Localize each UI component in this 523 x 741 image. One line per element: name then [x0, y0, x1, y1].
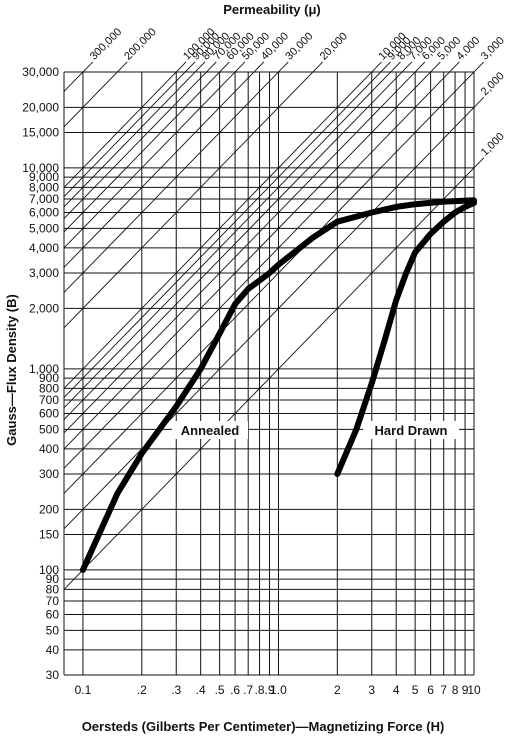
permeability-lines: [63, 61, 485, 590]
y-tick-label: 80: [46, 582, 60, 596]
x-tick-label: .3: [171, 683, 181, 697]
y-tick-label: 1,000: [29, 362, 59, 376]
x-tick-label: .8: [255, 683, 265, 697]
x-tick-label: 0.1: [75, 683, 92, 697]
y-tick-label: 3,000: [29, 266, 59, 280]
data-series: [79, 197, 477, 573]
y-gridlines: [64, 71, 474, 676]
y-tick-label: 10,000: [22, 161, 59, 175]
y-axis-title: Gauss—Flux Density (B): [4, 294, 19, 446]
y-tick-label: 400: [39, 442, 59, 456]
x-tick-label: 10: [467, 683, 481, 697]
y-tick-label: 30,000: [22, 65, 59, 79]
permeability-label: 200,000: [122, 26, 159, 63]
y-tick-label: 70: [46, 594, 60, 608]
permeability-line: [63, 61, 401, 409]
permeability-line: [63, 61, 485, 494]
annealed-label: Annealed: [172, 421, 248, 439]
permeability-line: [63, 61, 246, 249]
permeability-label: 1,000: [479, 131, 507, 159]
permeability-line: [63, 61, 265, 268]
y-tick-label: 90: [46, 572, 60, 586]
x-tick-label: .6: [230, 683, 240, 697]
permeability-line: [63, 61, 382, 389]
x-tick-label: 5: [412, 683, 419, 697]
permeability-line: [63, 61, 94, 92]
x-tick-label: .9: [265, 683, 275, 697]
y-tick-label: 800: [39, 381, 59, 395]
permeability-label: 3,000: [479, 35, 507, 63]
hard-drawn-label-text: Hard Drawn: [375, 423, 448, 438]
x-tick-label: .7: [243, 683, 253, 697]
permeability-label: 300,000: [88, 26, 125, 63]
permeability-line: [63, 61, 460, 469]
permeability-line: [63, 61, 391, 398]
permeability-label: 30,000: [283, 30, 315, 62]
annealed-label-bg: [172, 421, 248, 439]
annealed-curve: [79, 197, 477, 573]
y-tick-label: 9,000: [29, 170, 59, 184]
y-tick-label: 8,000: [29, 180, 59, 194]
permeability-line: [63, 97, 485, 530]
y-tick-label: 50: [46, 623, 60, 637]
permeability-line: [63, 61, 230, 233]
annealed-label-text: Annealed: [181, 423, 240, 438]
y-tick-label: 150: [39, 528, 59, 542]
y-tick-label: 5,000: [29, 221, 59, 235]
y-tick-label: 700: [39, 393, 59, 407]
permeability-line: [63, 61, 217, 219]
y-tick-label: 6,000: [29, 205, 59, 219]
y-tick-label: 600: [39, 406, 59, 420]
y-tick-label: 30: [46, 668, 60, 682]
permeability-label: 20,000: [318, 30, 350, 62]
y-tick-label: 60: [46, 607, 60, 621]
x-tick-labels: 0.1 .2 .3 .4 .5 .6.7.8.91.0 2 3 4 5 6 7 8 910: [75, 683, 481, 697]
y-tick-label: 7,000: [29, 192, 59, 206]
y-tick-label: 200: [39, 502, 59, 516]
y-tick-label: 20,000: [22, 100, 59, 114]
x-tick-label: 6: [427, 683, 434, 697]
permeability-line: [63, 61, 128, 128]
x-tick-label: .5: [215, 683, 225, 697]
y-tick-label: 40: [46, 643, 60, 657]
permeability-line: [63, 61, 187, 188]
x-tick-label: .4: [196, 683, 206, 697]
hard-drawn-label: Hard Drawn: [363, 421, 459, 439]
hard-drawn-curve: [334, 199, 477, 477]
permeability-label: 2,000: [479, 70, 507, 98]
x-axis-title: Oersteds (Gilberts Per Centimeter)—Magne…: [82, 719, 445, 734]
permeability-line: [63, 61, 206, 208]
x-tick-label: 8: [452, 683, 459, 697]
permeability-line: [63, 61, 413, 420]
permeability-line: [63, 61, 196, 197]
permeability-line: [63, 61, 441, 450]
x-tick-label: 7: [440, 683, 447, 697]
y-tick-label: 900: [39, 371, 59, 385]
y-tick-label: 100: [39, 563, 59, 577]
x-tick-label: .2: [137, 683, 147, 697]
x-tick-label: 3: [368, 683, 375, 697]
y-tick-label: 4,000: [29, 241, 59, 255]
y-tick-label: 15,000: [22, 126, 59, 140]
y-tick-label: 300: [39, 467, 59, 481]
permeability-line: [63, 61, 323, 329]
permeability-line: [63, 157, 485, 590]
y-tick-label: 500: [39, 422, 59, 436]
x-tick-label: 1.0: [270, 683, 287, 697]
x-gridlines: [63, 72, 475, 676]
hard-drawn-label-bg: [363, 421, 459, 439]
x-tick-label: 9: [462, 683, 469, 697]
x-tick-label: 2: [334, 683, 341, 697]
permeability-axis-title: Permeability (μ): [223, 2, 321, 17]
y-tick-label: 2,000: [29, 301, 59, 315]
x-tick-label: 4: [393, 683, 400, 697]
